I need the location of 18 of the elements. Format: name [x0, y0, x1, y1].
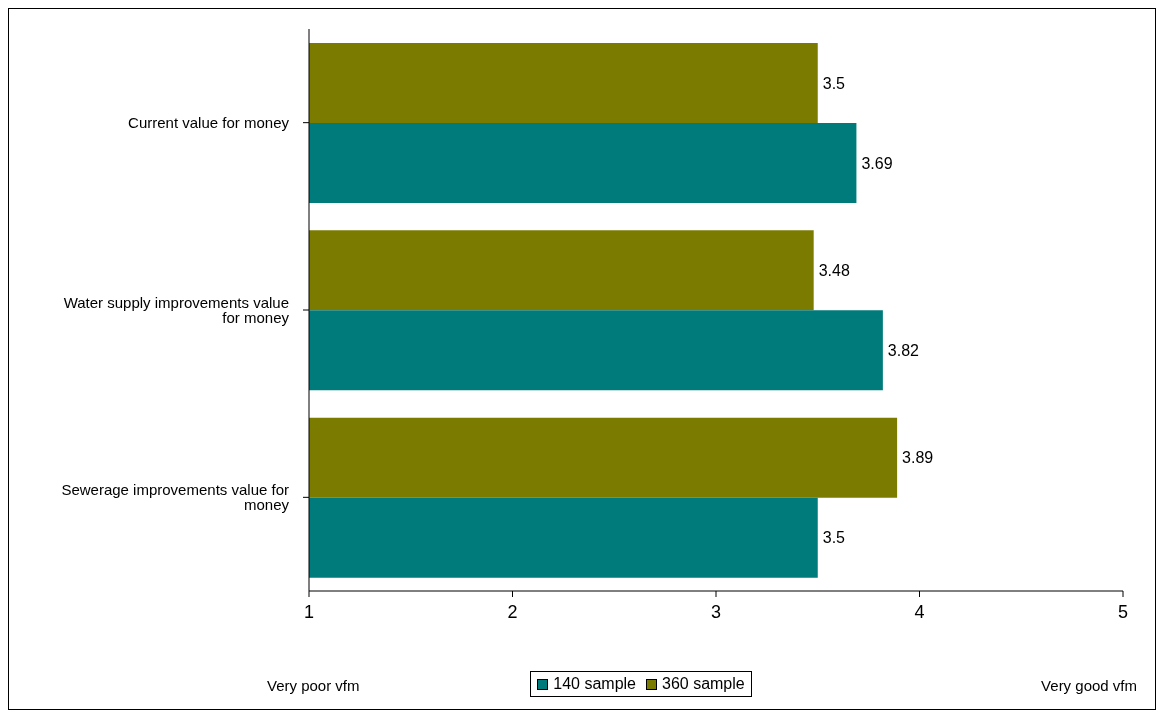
x-tick-label: 3 [710, 601, 722, 622]
data-label: 3.89 [902, 449, 934, 467]
data-label: 3.48 [818, 262, 850, 280]
data-label: 3.82 [887, 342, 920, 360]
legend-label: 140 sample [552, 675, 636, 693]
legend-label: 360 sample [661, 675, 745, 693]
text: Very poor vfm [267, 677, 360, 694]
data-label: 3.69 [861, 154, 893, 172]
data-label: 3.5 [822, 74, 846, 92]
x-tick-label: 5 [1117, 601, 1129, 622]
y-tick-label: Water supply improvements value for money [63, 293, 290, 326]
data-label: 3.5 [822, 529, 846, 547]
y-tick-label: Sewerage improvements value for money [61, 481, 290, 514]
x-tick-label: 2 [507, 601, 518, 622]
x-tick-label: 4 [914, 601, 925, 622]
y-tick-label: Current value for money [128, 113, 290, 131]
text: Very good vfm [1041, 677, 1137, 694]
x-tick-label: 1 [303, 601, 315, 622]
